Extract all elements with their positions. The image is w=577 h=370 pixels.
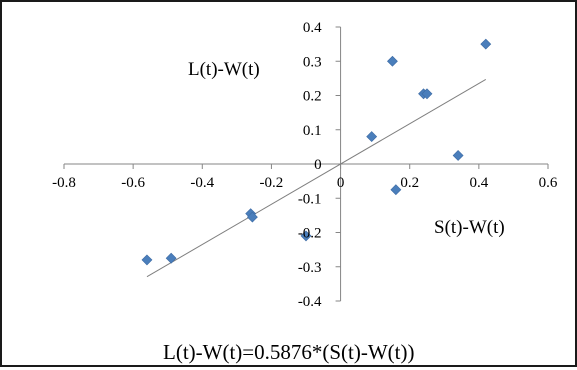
y-axis-title: L(t)-W(t): [188, 59, 260, 80]
y-tick-label: 0.1: [303, 123, 322, 139]
trendline-group: [146, 79, 487, 278]
data-point: [390, 184, 402, 196]
data-point: [246, 211, 258, 223]
data-point: [366, 131, 378, 143]
y-tick-label: 0.3: [303, 54, 322, 70]
x-tick-label: 0.6: [539, 175, 558, 191]
data-point: [452, 150, 464, 161]
trendline: [146, 79, 487, 278]
x-tick-label: -0.6: [121, 175, 145, 191]
x-tick-label: -0.8: [52, 175, 76, 191]
x-tick-label: 0: [337, 175, 345, 191]
x-tick-label: -0.4: [190, 175, 214, 191]
y-tick-label: -0.4: [298, 294, 322, 310]
data-point: [480, 38, 492, 50]
y-tick-label: 0: [314, 157, 322, 173]
x-tick-label: -0.2: [260, 175, 284, 191]
y-tick-label: -0.2: [298, 226, 322, 242]
y-tick-label: -0.3: [298, 260, 322, 276]
x-axis-title: S(t)-W(t): [434, 217, 505, 238]
y-tick-label: -0.1: [298, 191, 322, 207]
x-tick-label: 0.2: [400, 175, 419, 191]
trendline-equation: L(t)-W(t)=0.5876*(S(t)-W(t)): [163, 340, 415, 364]
data-point: [165, 252, 177, 264]
y-tick-label: 0.2: [303, 89, 322, 105]
data-point: [300, 230, 312, 242]
data-point: [141, 254, 153, 266]
y-tick-label: 0.4: [303, 20, 322, 36]
tick-labels: -0.8 -0.6 -0.4 -0.2 0 0.2 0.4 0.6 -0.4 -0.3 -0.2 -0…: [52, 20, 558, 310]
data-point: [387, 55, 398, 67]
data-point: [421, 88, 433, 100]
x-tick-label: 0.4: [469, 175, 488, 191]
axes: [63, 26, 549, 302]
data-points: [141, 38, 492, 266]
scatter-chart: -0.8 -0.6 -0.4 -0.2 0 0.2 0.4 0.6 -0.4 -0.3 -0.2 -0…: [52, 20, 558, 364]
